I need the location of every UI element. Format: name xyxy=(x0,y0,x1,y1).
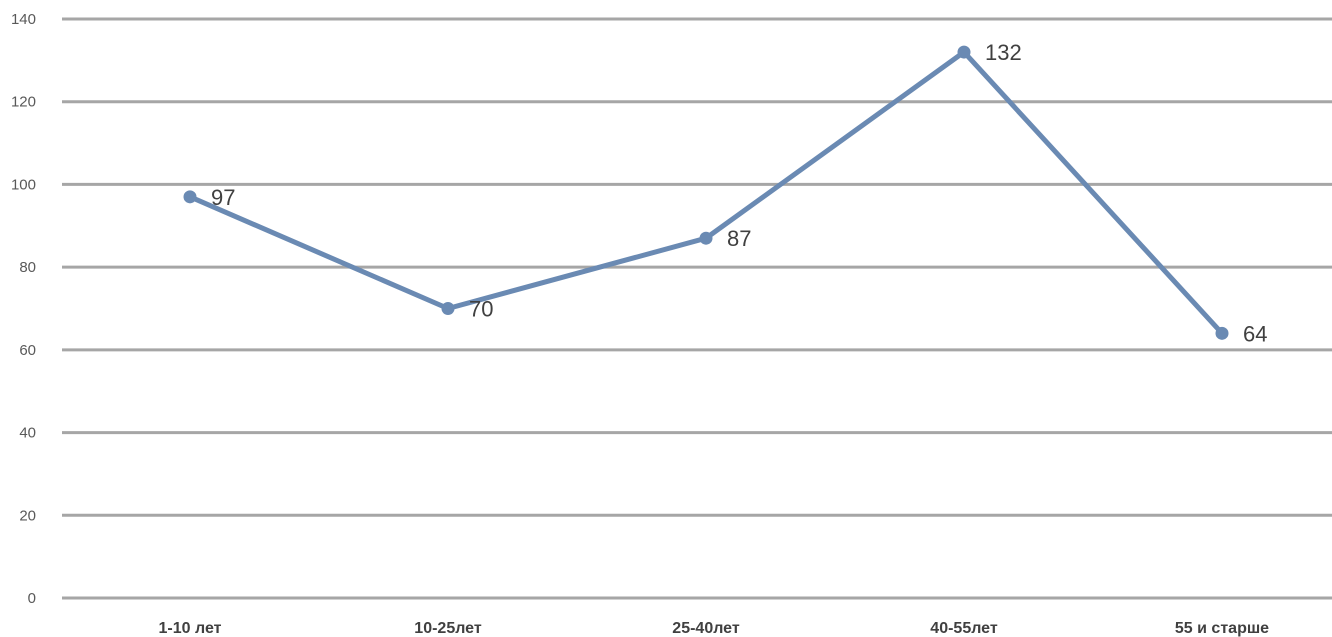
x-tick-label-4: 55 и старше xyxy=(1175,620,1269,637)
series-line-0 xyxy=(187,49,1225,336)
y-tick-label-0: 0 xyxy=(28,590,36,607)
gridlines xyxy=(62,17,1332,600)
series-line-group xyxy=(187,49,1225,336)
data-labels: 97 70 87 132 64 xyxy=(211,40,1267,346)
y-tick-label-100: 100 xyxy=(11,176,36,193)
x-tick-label-0: 1-10 лет xyxy=(159,620,222,637)
x-tick-label-3: 40-55лет xyxy=(930,620,998,637)
y-tick-label-80: 80 xyxy=(19,259,36,276)
data-label-3: 132 xyxy=(985,40,1022,65)
y-tick-label-20: 20 xyxy=(19,507,36,524)
y-tick-label-140: 140 xyxy=(11,11,36,28)
data-point-3 xyxy=(957,45,971,59)
data-label-2: 87 xyxy=(727,226,751,251)
y-axis: 0 20 40 60 80 100 120 140 xyxy=(11,11,36,607)
data-point-0 xyxy=(183,190,197,204)
data-label-4: 64 xyxy=(1243,321,1267,346)
x-tick-label-1: 10-25лет xyxy=(414,620,482,637)
data-label-0: 97 xyxy=(211,185,235,210)
y-tick-label-60: 60 xyxy=(19,342,36,359)
x-tick-label-2: 25-40лет xyxy=(672,620,740,637)
data-point-1 xyxy=(441,302,455,315)
y-tick-label-120: 120 xyxy=(11,94,36,111)
series-markers xyxy=(183,45,1229,340)
data-point-4 xyxy=(1215,326,1229,340)
data-point-2 xyxy=(699,231,713,245)
x-axis: 1-10 лет 10-25лет 25-40лет 40-55лет 55 и ста… xyxy=(159,620,1270,637)
y-tick-label-40: 40 xyxy=(19,425,36,442)
data-label-1: 70 xyxy=(469,297,493,322)
